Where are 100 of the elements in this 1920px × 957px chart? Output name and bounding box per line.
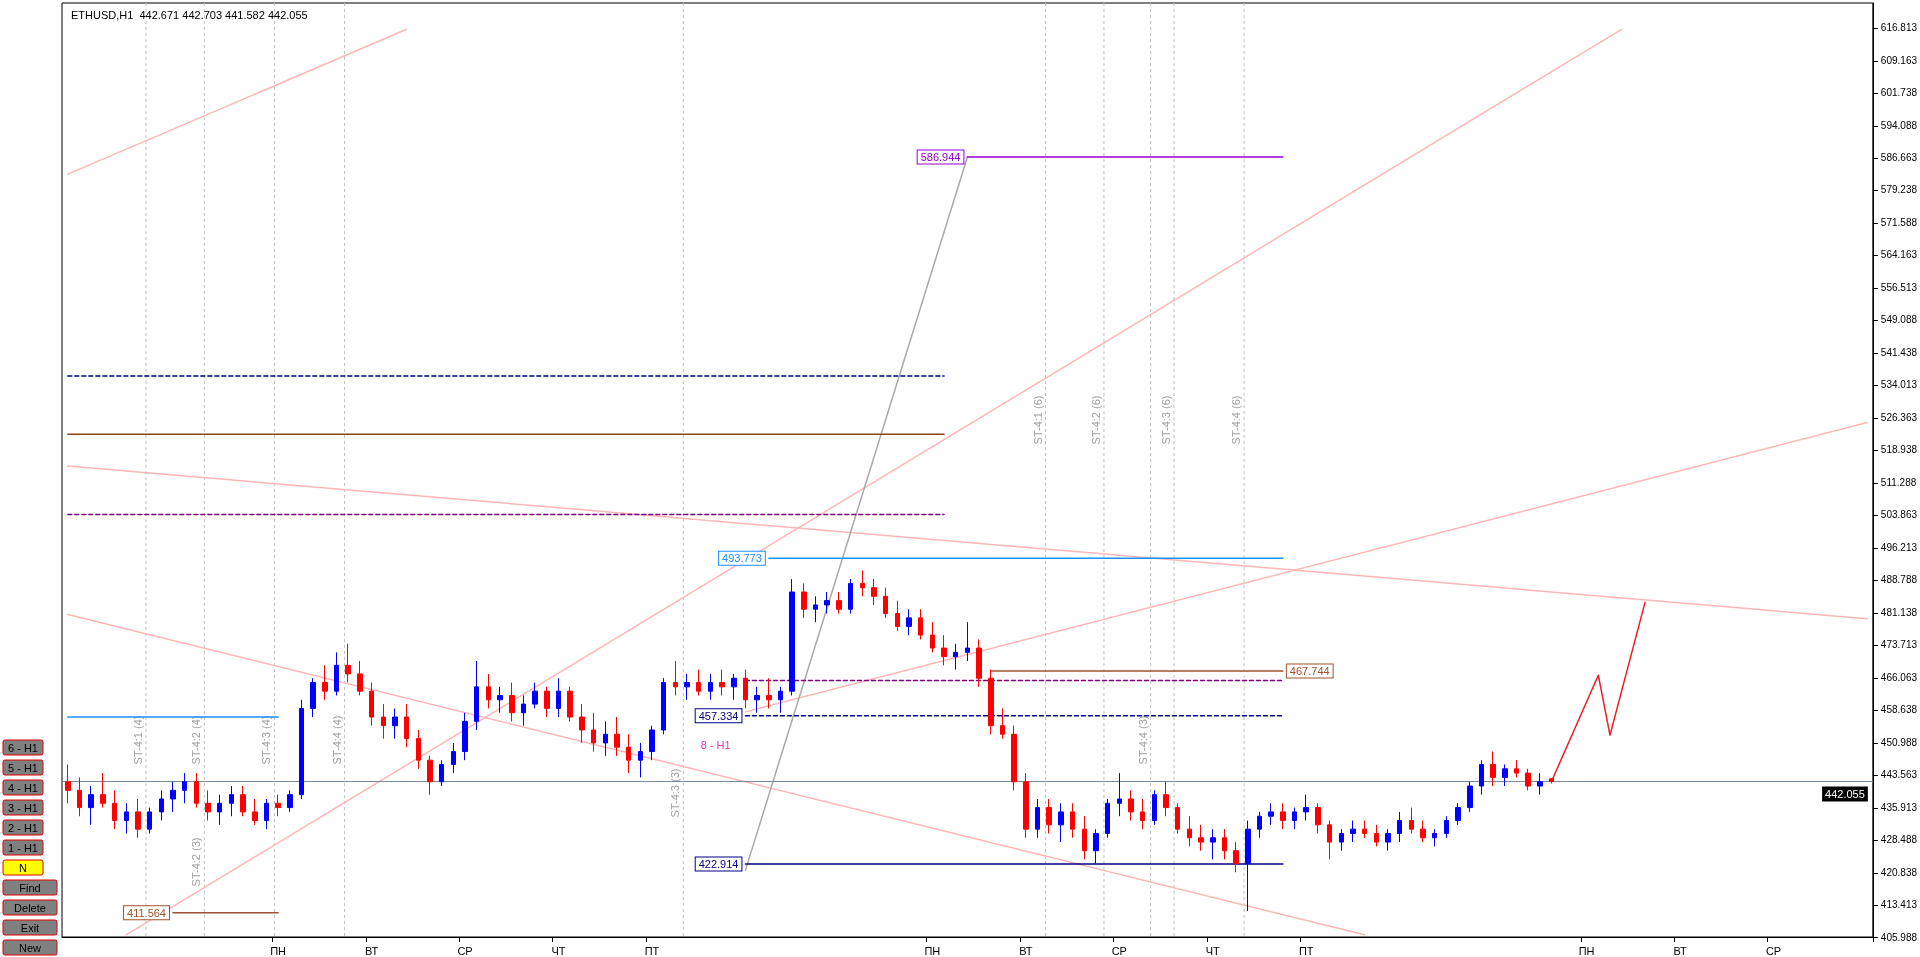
candlestick (813, 595, 818, 623)
candlestick (124, 802, 129, 834)
candlestick (497, 686, 503, 714)
y-tick-label: 428.488 (1880, 834, 1918, 846)
x-tick-label: ПТ (1298, 944, 1314, 957)
y-tick-label: 564.163 (1880, 249, 1918, 261)
candlestick (801, 582, 807, 619)
text: 6 - H1 (8, 741, 38, 754)
candlestick (1502, 763, 1508, 787)
annotation: ST-4:1 (6) (1031, 395, 1044, 445)
candlestick (1257, 811, 1262, 839)
candlestick (918, 608, 923, 640)
annotation: ST-4:4 (6) (1230, 395, 1243, 445)
y-tick-label: 511.288 (1880, 477, 1917, 489)
candlestick (1315, 802, 1321, 834)
candlestick (345, 643, 351, 684)
x-tick-label: ПТ (644, 944, 660, 957)
candlestick (1420, 820, 1426, 843)
annotation: ST-4:3 (4) (260, 715, 273, 765)
y-tick-label: 435.913 (1880, 802, 1918, 814)
candlestick (1525, 768, 1531, 791)
candlestick (357, 660, 363, 696)
candlestick (1303, 794, 1309, 822)
candlestick (1280, 802, 1286, 830)
candlestick (1175, 802, 1180, 834)
candlestick (1409, 807, 1414, 834)
candlestick (135, 798, 141, 839)
candlestick (1362, 820, 1367, 839)
candlestick (486, 673, 491, 709)
candlestick (591, 712, 596, 753)
candlestick (1222, 828, 1227, 860)
candlestick (252, 798, 258, 826)
x-tick-label: СР (1765, 944, 1782, 957)
candlestick (1233, 841, 1239, 873)
candlestick (100, 772, 106, 809)
annotation: 586.944 (920, 150, 961, 163)
text: Delete (14, 901, 46, 914)
candlestick (614, 716, 620, 757)
y-tick-label: 481.138 (1880, 607, 1918, 619)
y-tick-label: 586.663 (1880, 152, 1918, 164)
y-tick-label: 473.713 (1880, 639, 1918, 651)
text: New (18, 941, 42, 954)
candlestick (567, 686, 573, 722)
candlestick (684, 673, 690, 701)
x-tick-label: ВТ (1019, 944, 1033, 957)
candlestick (1128, 789, 1134, 822)
y-tick-label: 450.988 (1880, 737, 1918, 749)
candlestick (65, 763, 71, 804)
candlestick (264, 798, 269, 830)
annotation: ST-4:3 (3) (669, 768, 682, 818)
candlestick (1000, 707, 1005, 740)
candlestick (953, 643, 958, 671)
y-tick-label: 609.163 (1880, 55, 1918, 67)
y-tick-label: 488.788 (1880, 574, 1918, 586)
candlestick (1514, 759, 1519, 778)
candlestick (182, 772, 187, 804)
text: 4 - H1 (8, 781, 38, 794)
candlestick (416, 729, 421, 770)
x-tick-label: ВТ (1673, 944, 1688, 957)
candlestick (275, 794, 281, 817)
x-tick-label: СР (1111, 944, 1127, 957)
text: N (19, 861, 28, 874)
text: Find (19, 881, 41, 894)
candlestick (1187, 815, 1192, 847)
candlestick (1198, 824, 1204, 852)
candlestick (1082, 815, 1087, 860)
y-tick-label: 534.013 (1880, 379, 1918, 391)
y-tick-label: 503.863 (1880, 509, 1918, 521)
ref-line-label: 442.055 (1825, 787, 1865, 800)
y-tick-label: 526.363 (1880, 412, 1918, 424)
candlestick (1093, 828, 1099, 865)
candlestick (1444, 815, 1449, 839)
candlestick (1140, 798, 1145, 830)
candlestick (860, 569, 865, 597)
y-tick-label: 413.413 (1880, 899, 1918, 911)
x-tick-label: ЧТ (551, 944, 566, 957)
candlestick (1163, 781, 1169, 817)
annotation: ST-4:1 (4) (131, 715, 144, 765)
y-tick-label: 541.438 (1880, 347, 1918, 359)
candlestick (1537, 772, 1543, 796)
candlestick (112, 789, 117, 830)
candlestick (299, 699, 304, 800)
candlestick (556, 677, 561, 718)
candlestick (1455, 802, 1461, 826)
candlestick (941, 634, 947, 666)
candlestick (544, 686, 550, 718)
candlestick (88, 785, 94, 826)
candlestick (392, 707, 398, 740)
annotation: ST-4:4 (4) (330, 715, 343, 765)
candlestick (930, 621, 935, 653)
y-tick-label: 571.588 (1880, 217, 1918, 229)
candlestick (836, 591, 842, 615)
y-tick-label: 466.063 (1880, 672, 1918, 684)
text: 2 - H1 (8, 821, 38, 834)
candlestick (1152, 789, 1157, 826)
candlestick (334, 651, 339, 696)
annotation: 493.773 (722, 552, 762, 565)
candlestick (696, 669, 701, 696)
candlestick (322, 664, 328, 701)
candlestick (824, 591, 830, 615)
